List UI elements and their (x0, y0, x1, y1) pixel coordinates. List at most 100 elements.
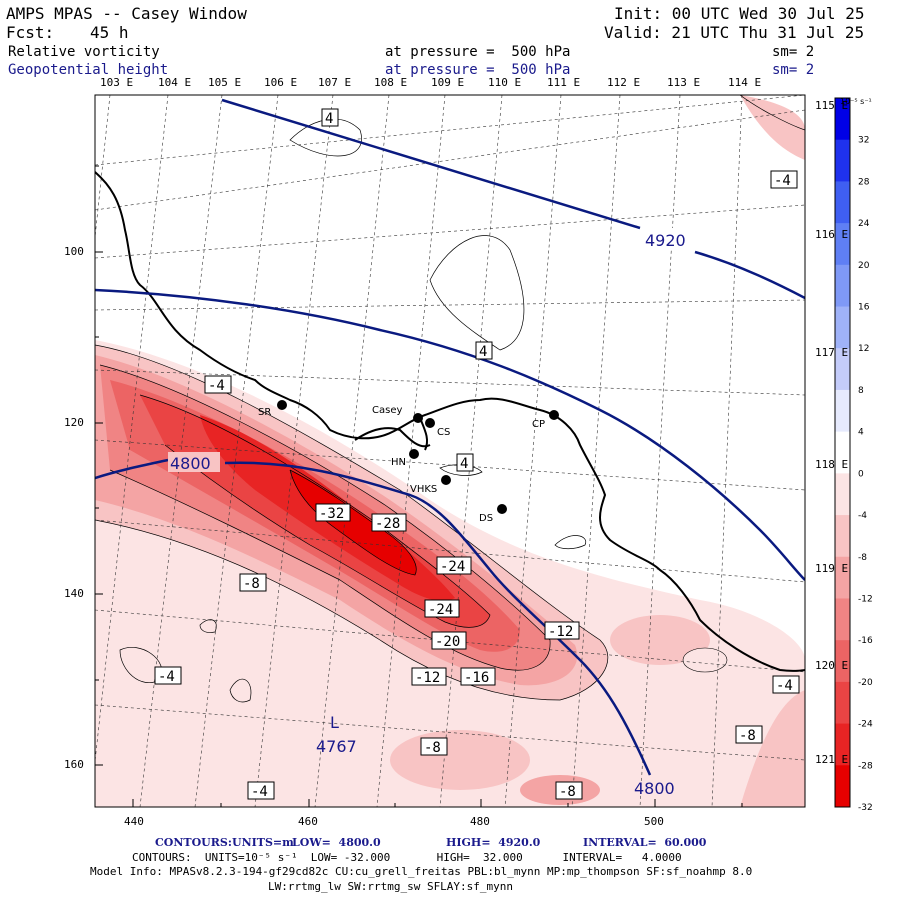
lon-label: 111 E (547, 76, 581, 89)
station-dot-sr (277, 400, 287, 410)
map-frame (94, 94, 806, 808)
height-label-bg (642, 228, 694, 250)
vort-label: -12 (544, 621, 580, 640)
footer-physics: LW:rrtmg_lw SW:rrtmg_sw SFLAY:sf_mynn (268, 880, 514, 893)
vort-label: -4 (247, 781, 275, 800)
colorbar-frame (834, 97, 851, 808)
colorbar-label: 12 (858, 344, 869, 354)
vort-band-minus8 (740, 95, 805, 160)
vort-label: -8 (555, 781, 583, 800)
field2-smoothing: sm= 2 (772, 62, 815, 78)
forecast-hour: 45 h (90, 23, 129, 42)
station-dot-cs (425, 418, 435, 428)
station-label: DS (479, 513, 493, 524)
colorbar-swatch (835, 306, 850, 349)
colorbar-swatch (835, 640, 850, 683)
station-label: SR (258, 407, 271, 418)
footer-height-low: LOW= 4800.0 (292, 836, 381, 849)
svg-text:-28: -28 (375, 516, 400, 532)
station-label: Casey (372, 405, 402, 416)
footer-height-interval: INTERVAL= 60.000 (583, 836, 707, 849)
colorbar-swatch (835, 515, 850, 558)
field2-level: at pressure = 500 hPa (385, 62, 571, 78)
low-letter: L (330, 713, 339, 732)
field1-level: at pressure = 500 hPa (385, 44, 571, 60)
colorbar-label: 20 (858, 261, 870, 271)
station-dot-vhks (441, 475, 451, 485)
footer-model-info: Model Info: MPASv8.2.3-194-gf29cd82c CU:… (90, 865, 753, 878)
forecast-label: Fcst: (6, 23, 55, 42)
x-tick-label: 460 (298, 815, 318, 828)
svg-text:-24: -24 (440, 559, 465, 575)
vort-label: -28 (371, 513, 407, 532)
vort-label: -4 (772, 675, 800, 694)
colorbar: 32 28 24 20 16 12 8 4 0 -4 -8 -12 -16 -20 -24 -28 -32 (834, 97, 873, 813)
svg-text:-8: -8 (559, 784, 576, 800)
vort-band-minus4 (95, 380, 250, 807)
colorbar-label: 24 (858, 219, 870, 229)
height-label: 4920 (645, 231, 686, 250)
colorbar-label: 32 (858, 136, 869, 146)
model-title: AMPS MPAS -- Casey Window (6, 4, 247, 23)
colorbar-label: 4 (858, 428, 864, 438)
lon-label: 108 E (374, 76, 408, 89)
svg-text:-12: -12 (415, 670, 440, 686)
station-label: CS (437, 427, 450, 438)
vort-label: -16 (460, 667, 496, 686)
colorbar-swatch (835, 223, 850, 266)
colorbar-unit: 10⁻⁵ s⁻¹ (840, 97, 872, 106)
colorbar-swatch (835, 139, 850, 182)
station-label: VHKS (410, 484, 437, 495)
svg-text:-32: -32 (319, 506, 344, 522)
lon-right-label: 119 E (815, 562, 849, 575)
svg-text:-4: -4 (208, 378, 225, 394)
footer-height-contours-label: CONTOURS: (155, 836, 232, 849)
height-contours (95, 98, 805, 776)
vort-label: -4 (770, 170, 798, 189)
lon-right-label: 120 E (815, 659, 849, 672)
vort-label: -12 (411, 667, 447, 686)
station-dot-hn (409, 449, 419, 459)
colorbar-label: -32 (858, 803, 873, 813)
colorbar-swatch (835, 389, 850, 433)
svg-text:-4: -4 (776, 678, 793, 694)
colorbar-swatch (835, 681, 850, 725)
colorbar-label: -20 (858, 678, 873, 688)
svg-text:-8: -8 (243, 576, 260, 592)
x-ticks (132, 799, 743, 807)
x-tick-label: 500 (644, 815, 664, 828)
colorbar-label: -4 (858, 511, 867, 521)
colorbar-label: 0 (858, 469, 864, 479)
y-ticks (95, 165, 103, 766)
lon-label: 112 E (607, 76, 641, 89)
vort-blob (682, 647, 728, 673)
colorbar-swatch (835, 431, 850, 474)
lon-label: 113 E (667, 76, 701, 89)
height-label: 4800 (170, 454, 211, 473)
field2-name: Geopotential height (8, 62, 169, 78)
colorbar-swatch (835, 98, 850, 141)
svg-text:-4: -4 (158, 669, 175, 685)
footer-vort-contours: CONTOURS: UNITS=10⁻⁵ s⁻¹ LOW= -32.000 HI… (132, 851, 682, 864)
vort-label: -8 (239, 573, 267, 592)
station-label: HN (391, 457, 406, 468)
lon-right-label: 121 E (815, 753, 849, 766)
station-markers (277, 400, 559, 514)
svg-text:-20: -20 (435, 634, 460, 650)
field1-smoothing: sm= 2 (772, 44, 815, 60)
colorbar-label: -12 (858, 594, 873, 604)
colorbar-swatch (835, 473, 850, 516)
colorbar-swatch (835, 598, 850, 641)
lon-label: 114 E (728, 76, 762, 89)
colorbar-swatch (835, 348, 850, 391)
vort-label: -4 (204, 375, 232, 394)
vort-label: 4 (475, 341, 493, 360)
colorbar-label: -28 (858, 761, 873, 771)
init-time: Init: 00 UTC Wed 30 Jul 25 (614, 4, 865, 23)
vort-label: -32 (315, 503, 351, 522)
svg-text:-16: -16 (464, 670, 489, 686)
colorbar-swatch (835, 181, 850, 224)
lon-label: 104 E (158, 76, 192, 89)
station-labels: SR Casey CS HN VHKS DS CP (258, 405, 545, 524)
